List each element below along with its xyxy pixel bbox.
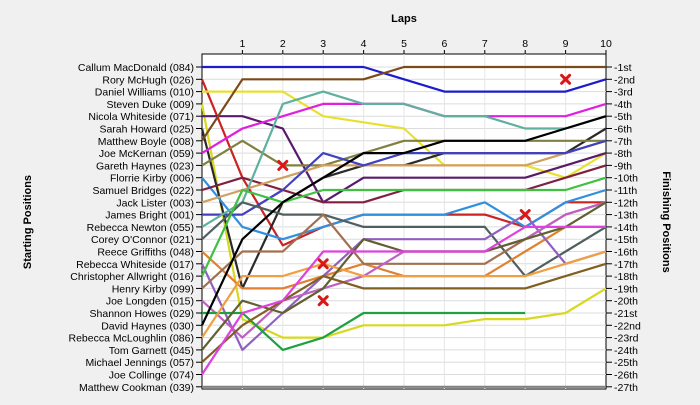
start-label: Christopher Allwright (016) [70,271,194,283]
finish-label: -12th [614,197,638,209]
series-line-3 [202,90,607,179]
start-label: Shannon Howes (029) [90,308,194,320]
start-label: Nicola Whiteside (071) [88,111,194,123]
lap-tick-labels: 1 2 3 4 5 6 7 8 9 10 [239,38,612,54]
finish-label: -16th [614,247,638,259]
retirement-markers [277,73,572,307]
start-label: Corey O'Connor (021) [91,234,194,246]
lap-tick-label: 3 [320,38,326,50]
finish-label: -14th [614,222,638,234]
finish-label: -3rd [614,87,633,99]
start-label: Rory McHugh (026) [102,74,194,86]
retirement-marker [277,159,289,171]
start-label: Gareth Haynes (023) [96,160,194,172]
start-label: Florrie Kirby (006) [110,173,194,185]
series-line-26 [201,225,606,376]
lap-tick-label: 1 [239,38,245,50]
finish-label: -11th [614,185,637,197]
finish-label: -8th [614,148,632,160]
series-line-9 [201,139,606,167]
start-label: James Bright (001) [105,210,194,222]
finish-label: -7th [614,136,632,148]
starting-position-labels: Callum MacDonald (084)Rory McHugh (026)D… [69,62,202,394]
y-axis-right-label: Finishing Positions [660,171,672,272]
series-lines [200,65,607,388]
y-axis-left-label: Starting Positions [22,175,34,269]
start-label: Steven Duke (009) [106,99,194,111]
start-label: Reece Griffiths (048) [97,247,194,259]
start-label: Michael Jennings (057) [85,357,194,369]
finish-label: -9th [614,160,632,172]
lap-tick-label: 8 [522,38,528,50]
lap-tick-label: 5 [401,38,407,50]
finish-label: -19th [614,283,638,295]
finish-label: -24th [614,345,638,357]
start-label: Daniel Williams (010) [95,87,194,99]
start-label: David Haynes (030) [101,320,194,332]
start-label: Matthew Cookman (039) [79,382,194,394]
finish-label: -10th [614,173,638,185]
series-line-15 [201,201,607,278]
lap-tick-label: 6 [441,38,447,50]
retirement-marker [519,209,531,221]
finish-label: -5th [614,111,632,123]
start-label: Tom Garnett (045) [109,345,194,357]
start-label: Henry Kirby (099) [112,283,194,295]
start-label: Joe Collinge (074) [109,370,194,382]
lap-tick-label: 2 [280,38,286,50]
start-label: Joe McKernan (059) [99,148,194,160]
series-line-22 [201,115,607,326]
retirement-marker [560,73,572,85]
lap-tick-label: 9 [563,38,569,50]
finish-label: -23rd [614,333,639,345]
finish-label: -20th [614,296,638,308]
series-line-23 [201,250,607,339]
lap-tick-label: 4 [361,38,367,50]
finish-label: -21st [614,308,637,320]
start-label: Rebecca Whiteside (017) [76,259,194,271]
lap-tick-label: 7 [482,38,488,50]
finish-label: -4th [614,99,632,111]
finish-label: -17th [614,259,638,271]
retirement-marker [317,295,329,307]
lap-tick-label: 10 [600,38,612,50]
finish-label: -22nd [614,320,641,332]
finish-label: -25th [614,357,638,369]
start-label: Rebecca Newton (055) [87,222,194,234]
series-line-21 [202,311,526,351]
start-label: Jack Lister (003) [116,197,194,209]
finish-label: -26th [614,370,638,382]
finish-label: -18th [614,271,638,283]
series-line-25 [201,262,607,364]
chart-title: Laps [391,13,417,25]
finish-label: -13th [614,210,638,222]
start-label: Sarah Howard (025) [99,124,194,136]
series-line-5 [202,115,607,204]
finish-label: -27th [614,382,638,394]
finish-label: -6th [614,124,632,136]
start-label: Rebecca McLoughlin (086) [69,333,195,345]
retirement-marker [317,258,329,270]
start-label: Samuel Bridges (022) [92,185,194,197]
series-line-18 [201,176,607,277]
series-line-1 [202,65,607,93]
start-label: Joe Longden (015) [106,296,194,308]
finish-label: -1st [614,62,632,74]
finish-label: -15th [614,234,638,246]
start-label: Matthew Boyle (008) [98,136,194,148]
finish-label: -2nd [614,74,635,86]
series-line-4 [200,103,607,339]
finishing-position-labels: -1st-2nd-3rd-4th-5th-6th-7th-8th-9th-10t… [606,62,641,394]
series-line-14 [201,90,607,228]
series-line-10 [201,177,607,241]
start-label: Callum MacDonald (084) [78,62,194,74]
series-line-12 [201,139,607,204]
series-line-7 [201,65,606,142]
